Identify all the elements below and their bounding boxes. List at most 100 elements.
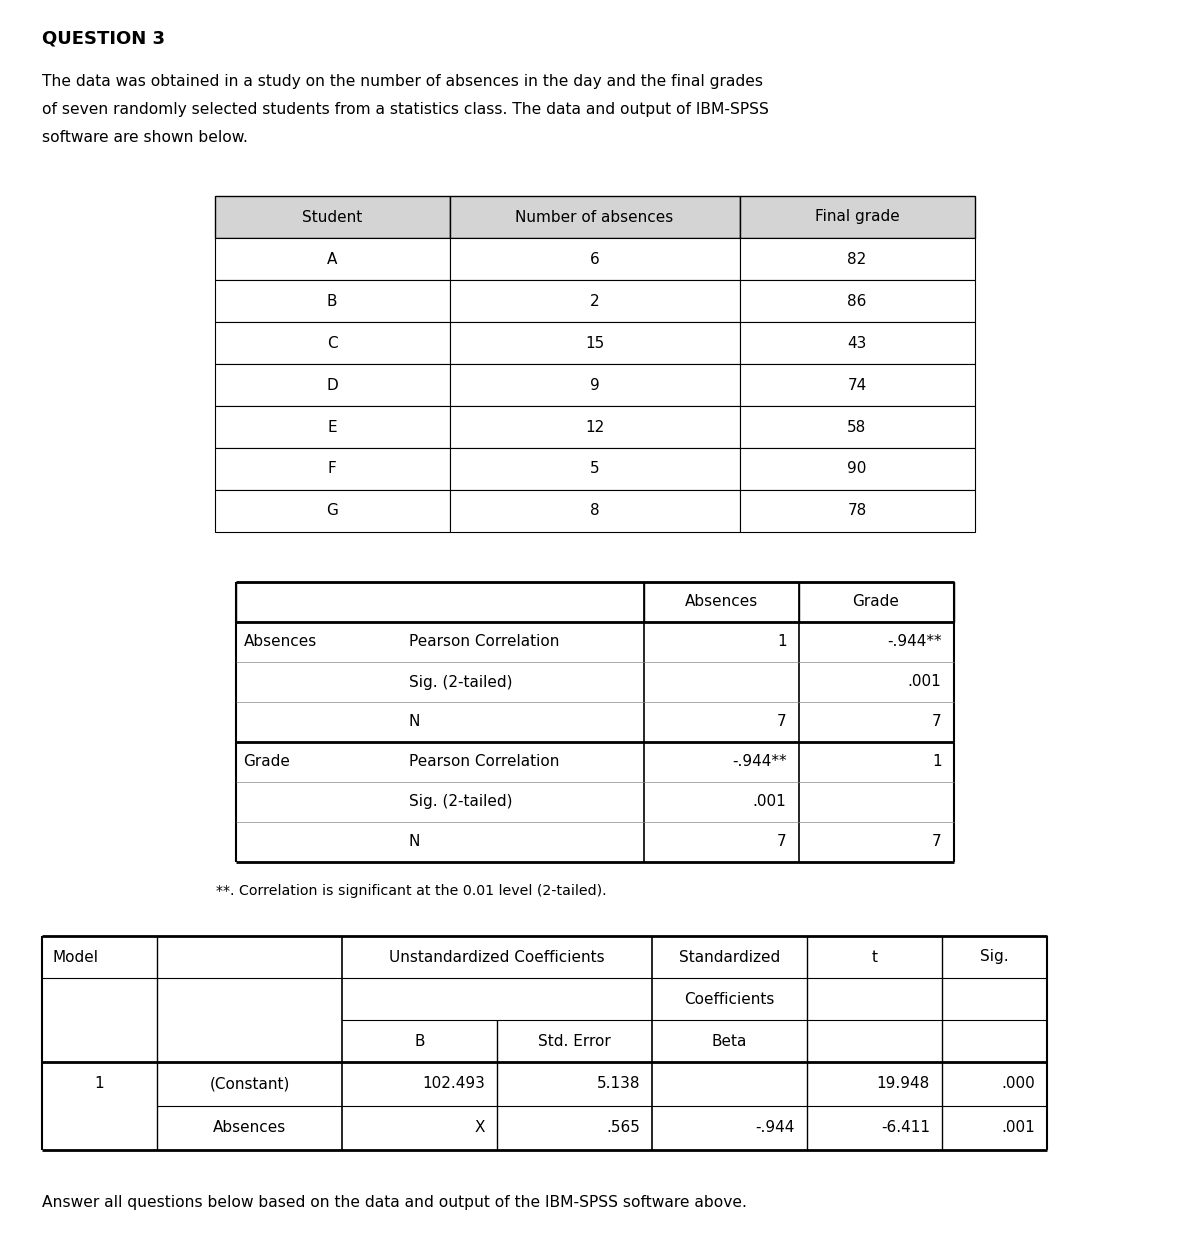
Text: -.944: -.944 — [756, 1121, 795, 1136]
Text: Grade: Grade — [853, 594, 899, 609]
Text: 1: 1 — [776, 635, 786, 650]
Text: Beta: Beta — [712, 1034, 747, 1049]
Bar — [214, 322, 449, 364]
Text: 8: 8 — [590, 504, 599, 519]
Bar — [652, 935, 807, 978]
Bar — [643, 622, 799, 662]
Bar — [807, 935, 942, 978]
Text: .000: .000 — [1001, 1076, 1034, 1092]
Text: Sig.: Sig. — [980, 949, 1008, 964]
Bar — [394, 622, 643, 662]
Bar — [740, 405, 975, 448]
Text: 74: 74 — [848, 378, 867, 393]
Text: The data was obtained in a study on the number of absences in the day and the fi: The data was obtained in a study on the … — [42, 74, 763, 89]
Text: Final grade: Final grade — [814, 209, 899, 224]
Text: G: G — [326, 504, 338, 519]
Text: B: B — [414, 1034, 424, 1049]
Text: Unstandardized Coefficients: Unstandardized Coefficients — [389, 949, 605, 964]
Text: 1: 1 — [932, 754, 942, 769]
Text: -.944**: -.944** — [732, 754, 786, 769]
Text: 7: 7 — [776, 835, 786, 850]
Bar — [740, 490, 975, 533]
Text: 6: 6 — [590, 252, 599, 267]
Text: t: t — [872, 949, 877, 964]
Bar — [643, 822, 799, 862]
Text: Sig. (2-tailed): Sig. (2-tailed) — [409, 794, 512, 810]
Bar — [643, 662, 799, 703]
Text: 43: 43 — [848, 335, 867, 350]
Bar — [740, 322, 975, 364]
Text: E: E — [327, 419, 336, 434]
Text: 102.493: 102.493 — [422, 1076, 485, 1092]
Text: Std. Error: Std. Error — [539, 1034, 611, 1049]
Text: of seven randomly selected students from a statistics class. The data and output: of seven randomly selected students from… — [42, 102, 769, 117]
Text: **. Correlation is significant at the 0.01 level (2-tailed).: **. Correlation is significant at the 0.… — [215, 884, 606, 898]
Bar — [214, 448, 449, 490]
Bar — [394, 703, 643, 742]
Text: 5: 5 — [590, 462, 599, 476]
Text: Standardized: Standardized — [679, 949, 780, 964]
Bar — [799, 622, 954, 662]
Bar — [799, 582, 954, 622]
Bar — [235, 782, 394, 822]
Text: software are shown below.: software are shown below. — [42, 130, 247, 145]
Text: Answer all questions below based on the data and output of the IBM-SPSS software: Answer all questions below based on the … — [42, 1195, 747, 1210]
Bar — [235, 742, 394, 782]
Bar — [643, 742, 799, 782]
Text: QUESTION 3: QUESTION 3 — [42, 29, 165, 47]
Bar — [214, 196, 449, 238]
Bar — [740, 448, 975, 490]
Bar — [449, 448, 740, 490]
Bar — [740, 364, 975, 405]
Text: 78: 78 — [848, 504, 867, 519]
Text: Pearson Correlation: Pearson Correlation — [409, 754, 559, 769]
Text: 12: 12 — [585, 419, 604, 434]
Bar — [449, 279, 740, 322]
Bar — [214, 405, 449, 448]
Text: 15: 15 — [585, 335, 604, 350]
Bar — [214, 364, 449, 405]
Text: 82: 82 — [848, 252, 867, 267]
Bar — [235, 622, 394, 662]
Text: .001: .001 — [907, 675, 942, 690]
Text: Student: Student — [302, 209, 363, 224]
Bar — [394, 742, 643, 782]
Bar — [740, 196, 975, 238]
Bar — [740, 238, 975, 279]
Bar — [799, 782, 954, 822]
Text: Absences: Absences — [213, 1121, 287, 1136]
Text: .001: .001 — [1001, 1121, 1034, 1136]
Text: X: X — [474, 1121, 485, 1136]
Text: 2: 2 — [590, 293, 599, 308]
Text: 7: 7 — [932, 835, 942, 850]
Text: N: N — [409, 835, 420, 850]
Bar — [449, 322, 740, 364]
Text: D: D — [326, 378, 338, 393]
Text: C: C — [327, 335, 338, 350]
Text: 5.138: 5.138 — [597, 1076, 640, 1092]
Bar — [799, 703, 954, 742]
Bar — [449, 238, 740, 279]
Text: 1: 1 — [95, 1076, 105, 1092]
Bar — [449, 364, 740, 405]
Bar — [942, 935, 1048, 978]
Text: .001: .001 — [753, 794, 786, 810]
Bar — [449, 405, 740, 448]
Text: 86: 86 — [848, 293, 867, 308]
Bar — [342, 935, 652, 978]
Bar — [235, 662, 394, 703]
Text: 90: 90 — [848, 462, 867, 476]
Text: Absences: Absences — [244, 635, 316, 650]
Text: Number of absences: Number of absences — [515, 209, 674, 224]
Text: (Constant): (Constant) — [209, 1076, 290, 1092]
Bar — [235, 703, 394, 742]
Text: N: N — [409, 715, 420, 729]
Text: -6.411: -6.411 — [881, 1121, 930, 1136]
Text: 58: 58 — [848, 419, 867, 434]
Bar — [449, 196, 740, 238]
Bar — [643, 782, 799, 822]
Text: Model: Model — [52, 949, 97, 964]
Text: Sig. (2-tailed): Sig. (2-tailed) — [409, 675, 512, 690]
Bar — [799, 822, 954, 862]
Bar — [643, 582, 799, 622]
